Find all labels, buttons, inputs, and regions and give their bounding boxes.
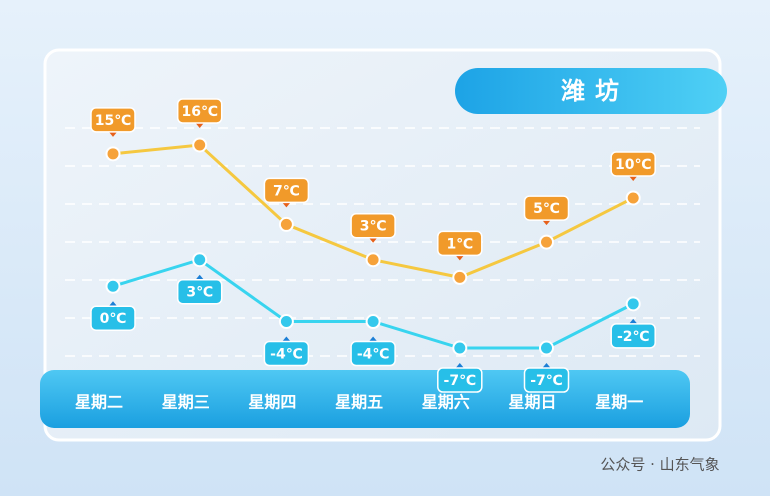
point bbox=[192, 252, 208, 268]
x-tick-label: 星期六 bbox=[422, 393, 470, 412]
label-box bbox=[437, 230, 483, 257]
chart-title: 潍坊 bbox=[561, 77, 629, 105]
point bbox=[539, 234, 554, 250]
point bbox=[105, 146, 121, 162]
x-tick-label: 星期五 bbox=[335, 393, 383, 412]
point bbox=[539, 340, 554, 356]
point bbox=[105, 278, 121, 294]
value-label: 16℃ bbox=[181, 104, 217, 120]
value-label: 0℃ bbox=[100, 311, 127, 327]
label-box bbox=[176, 278, 223, 305]
x-tick-label: 星期一 bbox=[595, 393, 643, 412]
label-box bbox=[523, 195, 570, 221]
point bbox=[365, 314, 381, 330]
label-box bbox=[350, 340, 396, 367]
label-box bbox=[90, 107, 136, 133]
x-tick-label: 星期四 bbox=[248, 393, 296, 412]
point bbox=[625, 296, 641, 312]
value-label: 3℃ bbox=[360, 219, 387, 235]
point bbox=[625, 190, 641, 206]
value-label: -2℃ bbox=[617, 329, 650, 345]
value-label: 3℃ bbox=[186, 285, 213, 301]
point bbox=[452, 340, 468, 356]
label-box bbox=[610, 323, 656, 349]
value-label: 10℃ bbox=[615, 157, 651, 173]
point bbox=[365, 252, 381, 268]
x-tick-label: 星期日 bbox=[508, 393, 556, 412]
x-tick-label: 星期二 bbox=[75, 393, 123, 412]
watermark: 公众号 · 山东气象 bbox=[600, 456, 719, 474]
point bbox=[452, 269, 468, 285]
value-label: 1℃ bbox=[446, 236, 473, 252]
value-label: -4℃ bbox=[270, 347, 303, 363]
label-box bbox=[176, 98, 223, 124]
point bbox=[278, 314, 294, 330]
value-label: -7℃ bbox=[444, 373, 477, 389]
x-tick-label: 星期三 bbox=[162, 393, 210, 412]
value-label: 7℃ bbox=[273, 183, 300, 199]
label-box bbox=[610, 151, 656, 177]
value-label: -4℃ bbox=[357, 347, 390, 363]
label-box bbox=[263, 340, 310, 367]
title-pill bbox=[455, 68, 727, 114]
value-label: 15℃ bbox=[95, 113, 131, 129]
label-box bbox=[350, 212, 396, 239]
dashed-lines bbox=[65, 127, 700, 357]
point bbox=[192, 137, 208, 153]
value-label: 5℃ bbox=[533, 201, 560, 217]
point bbox=[278, 216, 294, 232]
label-box bbox=[523, 367, 570, 393]
label-box bbox=[437, 367, 483, 393]
label-box bbox=[263, 177, 310, 204]
label-box bbox=[90, 305, 136, 331]
value-label: -7℃ bbox=[530, 373, 563, 389]
